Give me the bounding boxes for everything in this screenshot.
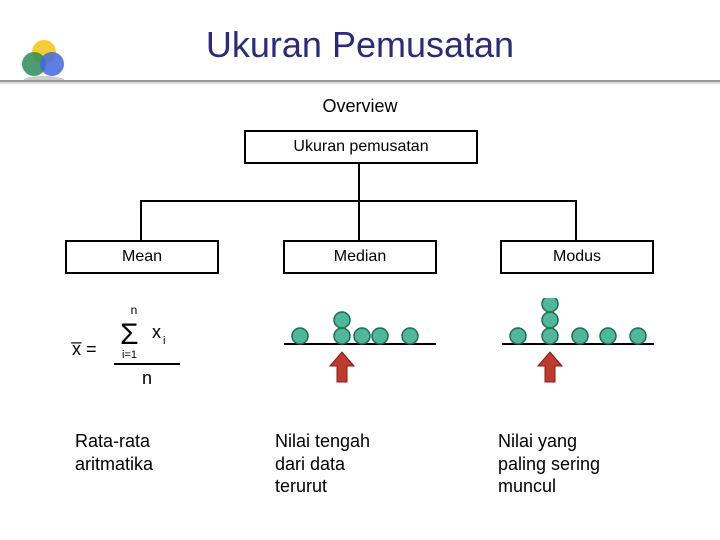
root-node: Ukuran pemusatan bbox=[244, 130, 478, 164]
node-median: Median bbox=[283, 240, 437, 274]
svg-text:i=1: i=1 bbox=[122, 349, 137, 361]
svg-text:Σ: Σ bbox=[120, 318, 139, 351]
connector-root-down bbox=[358, 164, 360, 200]
svg-text:i: i bbox=[163, 335, 165, 347]
node-mean: Mean bbox=[65, 240, 219, 274]
connector-to-median bbox=[358, 200, 360, 240]
mean-formula: x̅ = n Σ i=1 x i n bbox=[70, 300, 210, 400]
modus-illustration bbox=[498, 298, 658, 398]
svg-text:x̅ =: x̅ = bbox=[70, 339, 96, 359]
slide-title: Ukuran Pemusatan bbox=[0, 24, 720, 66]
title-rule-shadow bbox=[0, 82, 720, 84]
mean-description: Rata-rataaritmatika bbox=[75, 430, 153, 475]
connector-to-mean bbox=[140, 200, 142, 240]
median-illustration bbox=[280, 298, 440, 398]
modus-description: Nilai yangpaling seringmuncul bbox=[498, 430, 600, 498]
connector-to-modus bbox=[575, 200, 577, 240]
node-modus: Modus bbox=[500, 240, 654, 274]
svg-text:x: x bbox=[152, 322, 161, 342]
svg-text:n: n bbox=[131, 303, 138, 317]
svg-text:n: n bbox=[142, 368, 152, 388]
median-description: Nilai tengahdari dataterurut bbox=[275, 430, 370, 498]
slide-subtitle: Overview bbox=[0, 96, 720, 117]
